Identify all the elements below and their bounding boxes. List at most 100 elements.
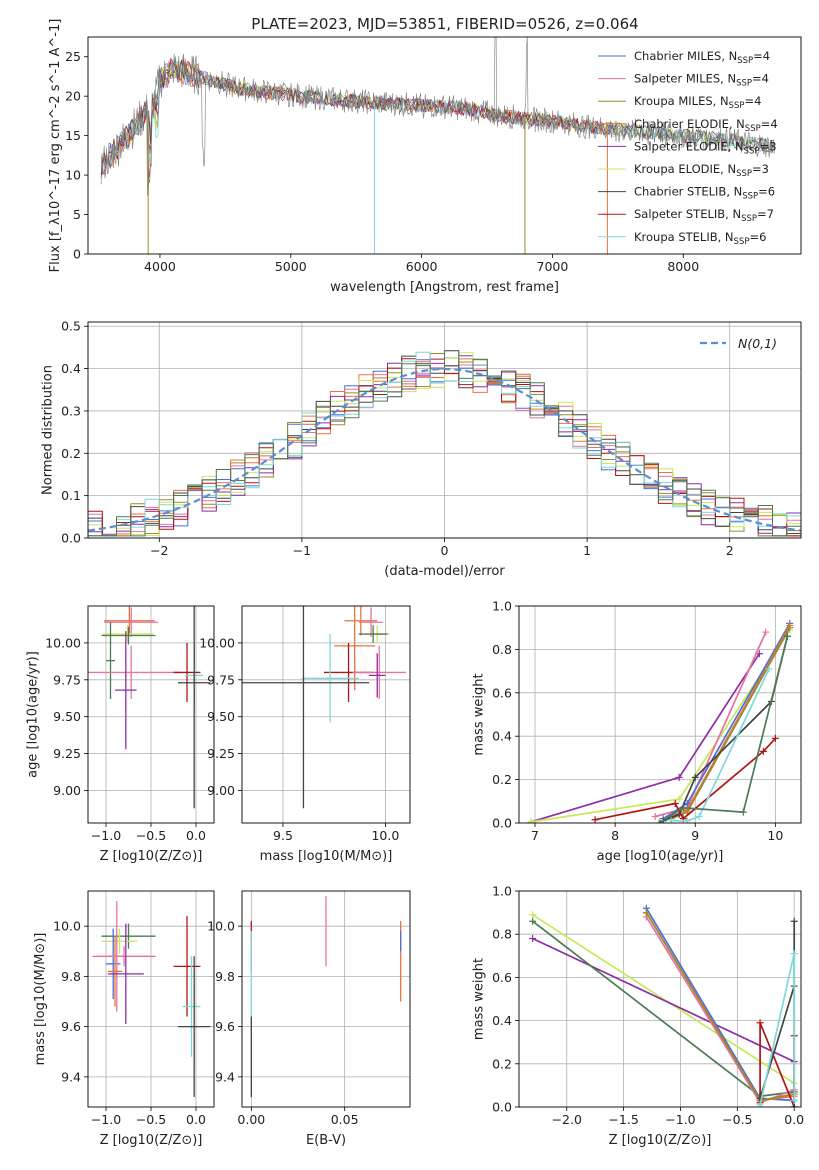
axes-frame [87,605,215,824]
weight-point-marker [790,917,798,925]
x-tick-label: 9 [691,828,699,843]
x-axis-label: mass [log10(M/M⊙)] [260,849,393,864]
y-tick-label: 0.6 [492,685,512,700]
weight-series-line [645,912,795,1102]
x-tick-label: −2 [150,543,168,558]
y-tick-label: 15 [65,128,81,143]
x-tick-label: −2.0 [552,1112,582,1127]
weight-point-marker [642,909,650,917]
panel-age_vs_Z: −1.0 −0.5 0.0 9.00 9.25 9.50 9.75 10.00 Z [log10… [26,605,215,864]
x-axis-label: E(B-V) [306,1133,346,1148]
plot-area-mass_vs_Z [88,891,214,1107]
weight-series-line [645,907,795,1102]
weight-point-marker [790,1103,798,1107]
x-tick-label: 2 [726,543,734,558]
y-tick-label: 10.0 [207,919,235,934]
legend-nssp: =6 [758,185,775,199]
y-axis-label: Normed distribution [41,365,56,495]
y-tick-label: 9.4 [215,1069,235,1084]
x-tick-label: 9.5 [273,828,293,843]
legend-subscript: SSP [742,192,758,202]
x-tick-label: 0.05 [331,1112,359,1127]
plot-area-weight_vs_age [519,606,801,823]
y-tick-label: 0.0 [492,1100,512,1115]
legend-nssp: =3 [752,162,769,176]
legend-subscript: SSP [744,146,760,156]
x-axis-label: age [log10(age/yr)] [597,849,724,864]
errorbar-point [173,642,201,702]
y-axis-label: age [log10(age/yr)] [26,651,41,778]
weight-point-marker [683,817,691,823]
x-tick-label: 0.0 [186,1112,206,1127]
panels: 4000 5000 6000 7000 80000510152025wavelength… [26,19,805,1149]
panel-weight_vs_Z: −2.0 −1.5 −1.0 −0.5 0.0 0.0 0.2 0.4 0.6 0.8 1.0 Z [… [472,884,805,1149]
weight-series-line [532,920,795,1098]
legend-label: Kroupa ELODIE, NSSP=3 [634,162,769,179]
weight-point-marker [771,734,779,742]
weight-series-line [532,914,795,1084]
legend-label-text: Kroupa STELIB, N [634,230,734,244]
legend-label: Kroupa STELIB, NSSP=6 [634,230,766,247]
legend-nssp: =4 [753,49,770,63]
errorbar-point [242,606,370,809]
x-tick-label: 0.0 [784,1112,804,1127]
legend-nssp: =7 [757,207,774,221]
axes-frame [518,605,802,824]
legend-label: Salpeter MILES, NSSP=4 [634,72,769,89]
x-tick-label: −1.0 [91,1112,121,1127]
legend-subscript: SSP [741,214,757,224]
errorbar-point [178,606,211,809]
errorbar-point [178,956,211,1097]
errorbar-point [107,923,144,1025]
errorbar-point [101,923,156,949]
y-tick-label: 9.75 [207,672,235,687]
x-tick-label: 6000 [406,259,438,274]
legend-label-text: Chabrier ELODIE, N [634,117,745,131]
legend-residuals: N(0,1) [700,336,777,351]
errorbar-point [352,645,406,699]
legend-nssp: =4 [761,117,778,131]
y-tick-label: 5 [73,207,81,222]
x-tick-label: 0.00 [237,1112,265,1127]
weight-point-marker [675,795,683,803]
errorbar-point [173,916,201,1017]
panel-mass_vs_ebv: 0.00 0.05 9.4 9.6 9.8 10.0 E(B-V) [207,890,411,1148]
legend-label-text: Salpeter STELIB, N [634,207,741,221]
weight-point-marker [655,819,663,823]
errorbar-point [101,626,156,645]
errorbar-point [182,956,201,1057]
weight-point-marker [759,747,767,755]
y-tick-label: 0.4 [492,729,512,744]
errorbar-point [115,631,137,750]
y-tick-label: 9.00 [53,783,81,798]
errorbar-point [106,928,121,999]
legend-label: N(0,1) [738,336,777,351]
y-tick-label: 0.6 [492,970,512,985]
x-tick-label: −0.5 [722,1112,752,1127]
legend-nssp: =4 [744,94,761,108]
y-tick-label: 9.00 [207,783,235,798]
x-tick-label: −1 [293,543,311,558]
legend-label: Salpeter ELODIE, NSSP=3 [634,139,777,156]
x-tick-label: 0.0 [186,828,206,843]
panel-spectrum: 4000 5000 6000 7000 8000 0 5 10 15 20 25 wavelength… [48,19,802,295]
y-axis-label: mass weight [472,958,487,1040]
panel-residuals: −2 −1 0 1 2 0.0 0.1 0.2 0.3 0.4 0.5 (data-model)/er… [41,319,802,579]
x-tick-label: −1.0 [91,828,121,843]
weight-point-marker [765,665,773,673]
weight-point-marker [756,1019,764,1027]
y-tick-label: 0.2 [492,1056,512,1071]
weight-point-marker [762,628,770,636]
x-axis-label: wavelength [Angstrom, rest frame] [330,280,559,295]
y-tick-label: 1.0 [492,884,512,899]
y-tick-label: 9.8 [61,969,81,984]
panel-age_vs_mass: 9.5 10.0 9.00 9.25 9.50 9.75 10.00 mass [log10(… [199,605,411,864]
legend-nssp: =3 [760,139,777,153]
weight-point-marker [675,773,683,781]
x-tick-label: 7000 [537,259,569,274]
plot-area-weight_vs_Z [519,891,801,1107]
axes-frame [87,36,802,255]
errorbar-point [101,928,138,954]
weight-series-line [530,629,791,823]
